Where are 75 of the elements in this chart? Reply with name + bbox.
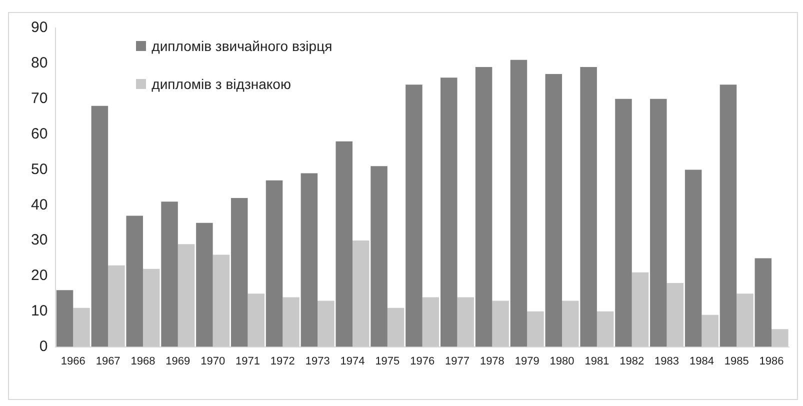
bar bbox=[161, 202, 178, 347]
x-tick-label: 1979 bbox=[514, 355, 540, 368]
bar bbox=[596, 311, 614, 347]
bar bbox=[684, 170, 702, 347]
x-tick-label: 1986 bbox=[759, 355, 784, 368]
x-tick-label: 1967 bbox=[96, 355, 120, 368]
bar bbox=[527, 311, 544, 347]
y-tick-label: 70 bbox=[30, 90, 48, 107]
bar bbox=[196, 222, 213, 347]
bar bbox=[178, 244, 195, 347]
x-tick-label: 1976 bbox=[410, 355, 435, 368]
y-tick-label: 20 bbox=[30, 267, 48, 284]
x-tick-label: 1981 bbox=[584, 355, 610, 368]
bar bbox=[510, 60, 528, 347]
x-tick-label: 1978 bbox=[480, 355, 504, 368]
bar bbox=[562, 300, 579, 347]
bar bbox=[754, 258, 772, 347]
bar bbox=[406, 84, 422, 347]
bar bbox=[545, 74, 562, 347]
bar bbox=[126, 216, 143, 347]
y-tick-label: 50 bbox=[30, 160, 48, 178]
y-tick-label: 80 bbox=[30, 54, 48, 72]
bar bbox=[632, 272, 649, 347]
bar bbox=[370, 166, 388, 347]
bar bbox=[230, 198, 248, 347]
bar bbox=[266, 180, 283, 347]
bar bbox=[142, 268, 160, 347]
bar bbox=[457, 297, 474, 347]
bar bbox=[422, 297, 440, 347]
y-tick-label: 30 bbox=[30, 232, 48, 249]
bar bbox=[702, 314, 718, 347]
bar bbox=[440, 78, 458, 347]
y-tick-label: 90 bbox=[30, 19, 48, 36]
x-tick-label: 1971 bbox=[236, 355, 260, 368]
x-tick-label: 1968 bbox=[130, 355, 156, 368]
legend-label: дипломів з відзнакою bbox=[152, 76, 291, 92]
x-tick-label: 1972 bbox=[270, 355, 295, 368]
bar bbox=[615, 98, 632, 347]
bar bbox=[91, 106, 108, 347]
x-tick-label: 1975 bbox=[375, 355, 400, 368]
bar bbox=[73, 308, 90, 347]
bar bbox=[387, 308, 404, 347]
y-tick-label: 40 bbox=[30, 196, 48, 214]
bar bbox=[580, 66, 597, 347]
bar bbox=[108, 265, 125, 347]
x-tick-label: 1970 bbox=[200, 355, 226, 368]
x-tick-label: 1984 bbox=[689, 355, 714, 368]
bar bbox=[282, 297, 300, 347]
x-tick-label: 1985 bbox=[724, 355, 749, 368]
bar bbox=[772, 329, 788, 347]
bar bbox=[248, 294, 265, 347]
bar bbox=[492, 300, 509, 347]
bar bbox=[475, 66, 492, 347]
x-tick-label: 1977 bbox=[445, 355, 470, 368]
y-tick-label: 10 bbox=[30, 302, 48, 320]
y-tick-label: 0 bbox=[39, 338, 48, 355]
bar bbox=[736, 294, 754, 347]
x-tick-label: 1969 bbox=[166, 355, 190, 368]
x-tick-label: 1966 bbox=[60, 355, 86, 368]
bar bbox=[650, 98, 667, 347]
bar bbox=[300, 173, 318, 347]
bar bbox=[56, 290, 74, 347]
bar bbox=[352, 240, 370, 347]
x-tick-label: 1980 bbox=[550, 355, 574, 368]
bar bbox=[336, 141, 353, 347]
x-tick-label: 1983 bbox=[654, 355, 680, 368]
bar bbox=[666, 283, 684, 347]
legend-label: дипломів звичайного взірця bbox=[152, 38, 332, 54]
y-tick-label: 60 bbox=[30, 125, 48, 142]
bar bbox=[212, 254, 230, 347]
bar bbox=[318, 300, 334, 347]
x-tick-label: 1973 bbox=[305, 355, 330, 368]
x-tick-label: 1982 bbox=[620, 355, 644, 368]
x-tick-label: 1974 bbox=[340, 355, 365, 368]
bar bbox=[720, 84, 737, 347]
